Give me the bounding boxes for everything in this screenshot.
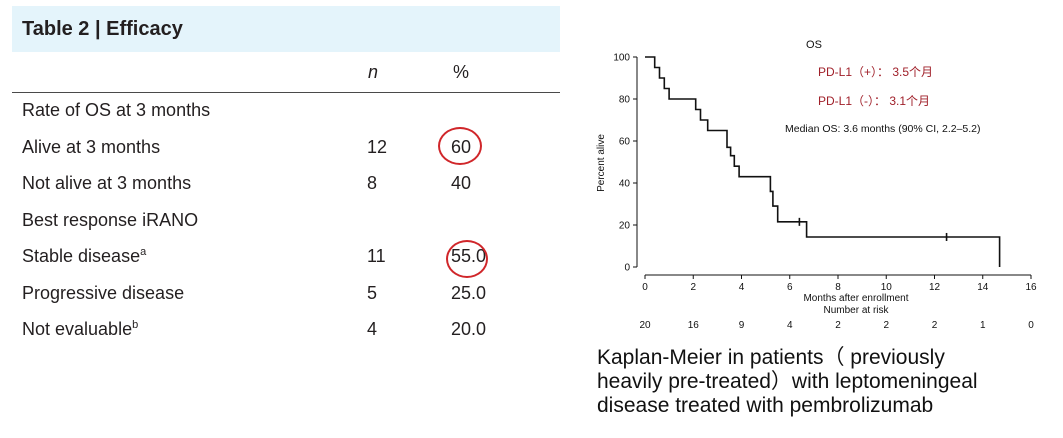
caption-line-3: disease treated with pembrolizumab: [597, 394, 934, 417]
x-tick-label: 8: [835, 282, 841, 293]
column-percent-header: %: [453, 62, 470, 82]
risk-count: 2: [883, 320, 889, 331]
row-label-text: Not alive at 3 months: [22, 173, 192, 193]
risk-count: 1: [980, 320, 986, 331]
annotation-pdl1-positive: PD-L1（+）： 3.5个月: [818, 65, 933, 79]
row-percent-value: 40: [451, 173, 472, 193]
risk-count: 20: [639, 320, 651, 331]
x-tick-label: 10: [881, 282, 893, 293]
row-n-value: 11: [367, 246, 386, 266]
row-percent-value: 20.0: [451, 319, 487, 339]
highlight-circle-stable: [446, 240, 488, 278]
row-label-text: Stable disease: [22, 246, 141, 266]
row-label: Rate of OS at 3 months: [22, 100, 210, 121]
row-footnote-mark: a: [140, 246, 147, 258]
row-footnote-mark: b: [132, 319, 139, 331]
row-label: Progressive disease: [22, 283, 184, 304]
table-body: Rate of OS at 3 months Alive at 3 months 1…: [12, 93, 560, 349]
y-tick-label: 20: [619, 221, 631, 232]
table-row: Progressive disease 5 25.0: [12, 276, 560, 313]
row-n-value: 8: [367, 173, 378, 193]
row-label: Best response iRANO: [22, 210, 198, 231]
row-label: Not evaluableb: [22, 319, 138, 340]
plot-area: [645, 56, 1001, 267]
caption-line-2: heavily pre-treated）with leptomeningeal: [597, 370, 978, 393]
y-tick-label: 40: [619, 179, 631, 190]
y-tick-label: 0: [624, 263, 630, 274]
risk-count: 16: [688, 320, 700, 331]
x-tick-label: 4: [739, 282, 745, 293]
row-label-text: Progressive disease: [22, 282, 185, 303]
row-n-value: 12: [367, 136, 388, 157]
risk-table-label: Number at risk: [823, 305, 889, 316]
row-label: Stable diseasea: [22, 246, 146, 267]
risk-count: 9: [739, 320, 745, 331]
chart-caption: Kaplan-Meier in patients（ previously hea…: [597, 346, 1057, 418]
row-label: Alive at 3 months: [22, 137, 160, 158]
x-axis-label: Months after enrollment: [803, 293, 908, 304]
row-label-text: Not evaluable: [22, 319, 133, 339]
x-tick-label: 14: [977, 282, 989, 293]
row-label-text: Best response iRANO: [22, 209, 199, 230]
y-tick-label: 100: [613, 53, 630, 64]
y-tick-label: 80: [619, 95, 631, 106]
table-row: Best response iRANO: [12, 203, 560, 240]
table-row: Not alive at 3 months 8 40: [12, 166, 560, 203]
survival-curve: [645, 56, 1001, 267]
column-n-header: n: [368, 62, 379, 82]
row-percent-value: 25.0: [451, 282, 487, 303]
kaplan-meier-chart: OS PD-L1（+）： 3.5个月 PD-L1（-）： 3.1个月 Media…: [596, 39, 1037, 331]
efficacy-table: Table 2 | Efficacy n % Rate of OS at 3 m…: [12, 6, 560, 349]
row-n-value: 4: [367, 319, 378, 339]
table-title: Table 2 | Efficacy: [12, 6, 560, 52]
table-header-row: n %: [12, 52, 560, 93]
row-n-value: 5: [367, 282, 378, 303]
table-row: Rate of OS at 3 months: [12, 93, 560, 130]
y-tick-label: 60: [619, 137, 631, 148]
chart-axes: 0 20 40 60 80 100 0 2 4 6 8 10 12 14 16: [613, 53, 1037, 294]
row-label: Not alive at 3 months: [22, 173, 191, 194]
risk-count: 2: [835, 320, 841, 331]
row-label-text: Alive at 3 months: [22, 136, 161, 157]
y-axis-label: Percent alive: [596, 134, 607, 192]
highlight-circle-alive: [438, 127, 482, 165]
risk-count: 4: [787, 320, 793, 331]
x-tick-label: 6: [787, 282, 793, 293]
table-row: Not evaluableb 4 20.0: [12, 312, 560, 349]
caption-line-1: Kaplan-Meier in patients（ previously: [597, 346, 945, 369]
x-tick-label: 12: [929, 282, 941, 293]
risk-count: 2: [932, 320, 938, 331]
annotation-median-os: Median OS: 3.6 months (90% CI, 2.2–5.2): [785, 123, 981, 135]
x-tick-label: 16: [1025, 282, 1037, 293]
row-label-text: Rate of OS at 3 months: [22, 100, 211, 120]
risk-table: 20 16 9 4 2 2 2 1 0: [639, 320, 1034, 331]
risk-count: 0: [1028, 320, 1034, 331]
annotation-pdl1-negative: PD-L1（-）： 3.1个月: [818, 94, 930, 108]
x-tick-label: 0: [642, 282, 648, 293]
x-tick-label: 2: [690, 282, 696, 293]
chart-title: OS: [806, 39, 822, 51]
